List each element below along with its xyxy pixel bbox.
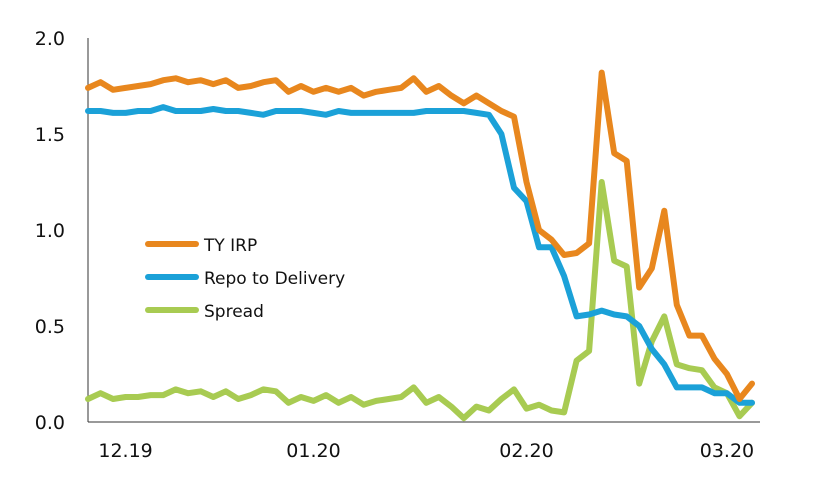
y-tick-label: 1.0: [35, 220, 65, 242]
legend-label: Repo to Delivery: [204, 269, 345, 289]
legend-label: TY IRP: [203, 236, 257, 256]
y-tick-label: 0.0: [35, 412, 65, 434]
series-lines: [85, 69, 755, 422]
series-line-spread: [85, 179, 755, 422]
legend-label: Spread: [204, 302, 264, 322]
x-tick-label: 02.20: [499, 440, 553, 462]
x-tick-label: 01.20: [286, 440, 340, 462]
y-tick-label: 2.0: [35, 28, 65, 50]
legend: TY IRP Repo to Delivery Spread: [145, 236, 345, 322]
x-tick-label: 03.20: [700, 440, 754, 462]
series-line-ty-irp: [85, 69, 755, 402]
x-tick-label: 12.19: [98, 440, 152, 462]
y-tick-label: 1.5: [35, 124, 65, 146]
x-axis-ticks: 12.19 01.20 02.20 03.20: [98, 440, 754, 462]
series-line-repo-to-delivery: [85, 104, 755, 406]
y-tick-label: 0.5: [35, 316, 65, 338]
y-axis-ticks: 0.0 0.5 1.0 1.5 2.0: [35, 28, 65, 434]
axes: [87, 38, 760, 423]
